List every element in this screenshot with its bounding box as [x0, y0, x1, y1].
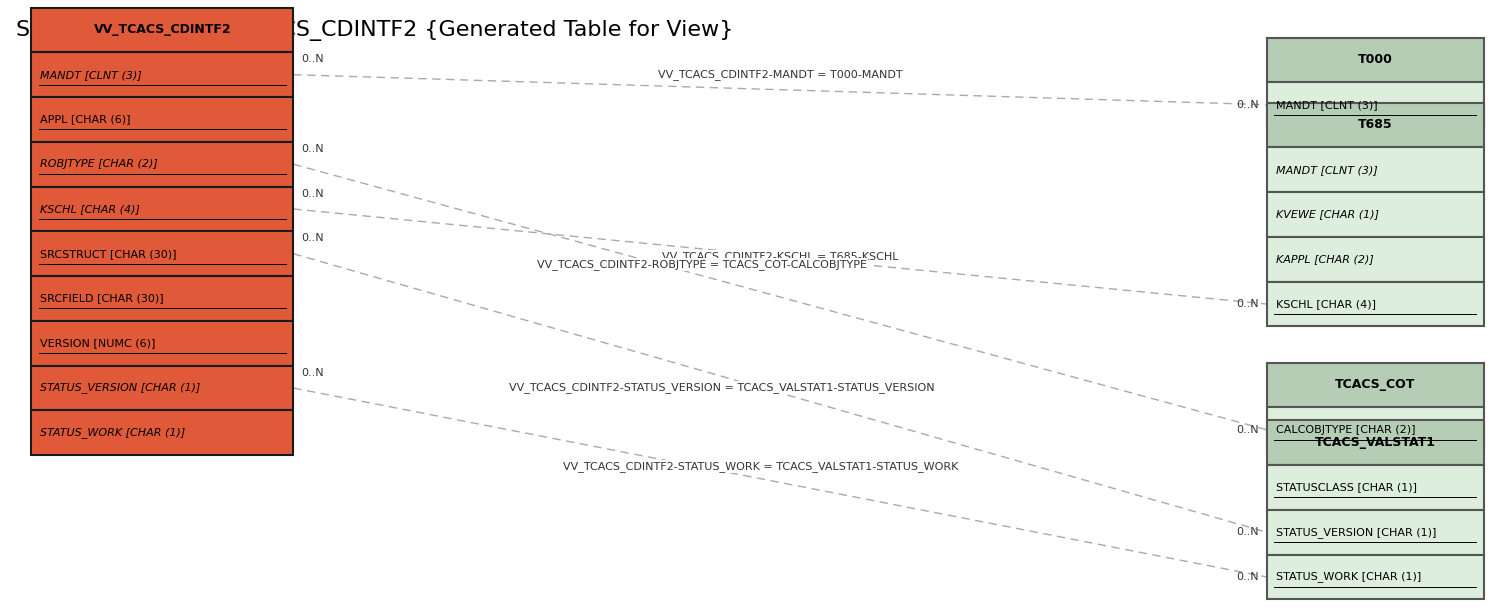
- Text: KSCHL [CHAR (4)]: KSCHL [CHAR (4)]: [40, 204, 140, 214]
- Bar: [32, 52, 294, 97]
- Bar: [1266, 465, 1484, 510]
- Text: 0..N: 0..N: [1236, 100, 1258, 110]
- Bar: [1266, 282, 1484, 326]
- Text: T685: T685: [1358, 118, 1392, 131]
- Bar: [1266, 147, 1484, 192]
- Text: VV_TCACS_CDINTF2-STATUS_VERSION = TCACS_VALSTAT1-STATUS_VERSION: VV_TCACS_CDINTF2-STATUS_VERSION = TCACS_…: [509, 382, 934, 393]
- Bar: [1266, 237, 1484, 282]
- Bar: [32, 142, 294, 187]
- Text: 0..N: 0..N: [302, 54, 324, 64]
- Text: VV_TCACS_CDINTF2-ROBJTYPE = TCACS_COT-CALCOBJTYPE: VV_TCACS_CDINTF2-ROBJTYPE = TCACS_COT-CA…: [537, 259, 867, 270]
- Text: SRCSTRUCT [CHAR (30)]: SRCSTRUCT [CHAR (30)]: [40, 249, 177, 259]
- Bar: [1266, 554, 1484, 599]
- Text: KSCHL [CHAR (4)]: KSCHL [CHAR (4)]: [1275, 299, 1376, 309]
- Bar: [32, 276, 294, 321]
- Text: 0..N: 0..N: [302, 188, 324, 198]
- Bar: [32, 321, 294, 366]
- Bar: [32, 7, 294, 52]
- Text: STATUS_WORK [CHAR (1)]: STATUS_WORK [CHAR (1)]: [1275, 572, 1420, 582]
- Bar: [1266, 38, 1484, 83]
- Text: KAPPL [CHAR (2)]: KAPPL [CHAR (2)]: [1275, 254, 1374, 264]
- Text: 0..N: 0..N: [1236, 527, 1258, 537]
- Text: TCACS_VALSTAT1: TCACS_VALSTAT1: [1314, 436, 1436, 449]
- Bar: [1266, 420, 1484, 465]
- Text: STATUS_VERSION [CHAR (1)]: STATUS_VERSION [CHAR (1)]: [40, 383, 201, 394]
- Text: MANDT [CLNT (3)]: MANDT [CLNT (3)]: [1275, 100, 1377, 110]
- Text: VV_TCACS_CDINTF2-MANDT = T000-MANDT: VV_TCACS_CDINTF2-MANDT = T000-MANDT: [657, 69, 903, 80]
- Text: VV_TCACS_CDINTF2: VV_TCACS_CDINTF2: [93, 23, 231, 36]
- Text: 0..N: 0..N: [302, 144, 324, 154]
- Text: 0..N: 0..N: [1236, 424, 1258, 435]
- Text: APPL [CHAR (6)]: APPL [CHAR (6)]: [40, 115, 130, 124]
- Text: VERSION [NUMC (6)]: VERSION [NUMC (6)]: [40, 338, 156, 348]
- Text: 0..N: 0..N: [302, 368, 324, 378]
- Bar: [1266, 510, 1484, 554]
- Bar: [1266, 103, 1484, 147]
- Text: MANDT [CLNT (3)]: MANDT [CLNT (3)]: [40, 70, 142, 79]
- Bar: [1266, 192, 1484, 237]
- Text: VV_TCACS_CDINTF2-KSCHL = T685-KSCHL: VV_TCACS_CDINTF2-KSCHL = T685-KSCHL: [662, 251, 898, 262]
- Text: SRCFIELD [CHAR (30)]: SRCFIELD [CHAR (30)]: [40, 293, 164, 304]
- Text: VV_TCACS_CDINTF2-STATUS_WORK = TCACS_VALSTAT1-STATUS_WORK: VV_TCACS_CDINTF2-STATUS_WORK = TCACS_VAL…: [562, 461, 958, 472]
- Bar: [32, 187, 294, 232]
- Bar: [32, 410, 294, 455]
- Text: STATUS_VERSION [CHAR (1)]: STATUS_VERSION [CHAR (1)]: [1275, 527, 1436, 538]
- Text: 0..N: 0..N: [302, 233, 324, 243]
- Bar: [1266, 407, 1484, 452]
- Text: CALCOBJTYPE [CHAR (2)]: CALCOBJTYPE [CHAR (2)]: [1275, 424, 1414, 435]
- Bar: [1266, 363, 1484, 407]
- Text: STATUSCLASS [CHAR (1)]: STATUSCLASS [CHAR (1)]: [1275, 482, 1416, 492]
- Text: KVEWE [CHAR (1)]: KVEWE [CHAR (1)]: [1275, 209, 1378, 219]
- Text: ROBJTYPE [CHAR (2)]: ROBJTYPE [CHAR (2)]: [40, 159, 158, 169]
- Bar: [32, 97, 294, 142]
- Text: STATUS_WORK [CHAR (1)]: STATUS_WORK [CHAR (1)]: [40, 428, 186, 438]
- Text: SAP ABAP table VV_TCACS_CDINTF2 {Generated Table for View}: SAP ABAP table VV_TCACS_CDINTF2 {Generat…: [16, 20, 734, 41]
- Text: TCACS_COT: TCACS_COT: [1335, 378, 1416, 391]
- Text: 0..N: 0..N: [1236, 299, 1258, 309]
- Bar: [32, 232, 294, 276]
- Text: MANDT [CLNT (3)]: MANDT [CLNT (3)]: [1275, 164, 1377, 175]
- Bar: [1266, 83, 1484, 127]
- Text: 0..N: 0..N: [1236, 572, 1258, 582]
- Text: T000: T000: [1358, 54, 1392, 67]
- Bar: [32, 366, 294, 410]
